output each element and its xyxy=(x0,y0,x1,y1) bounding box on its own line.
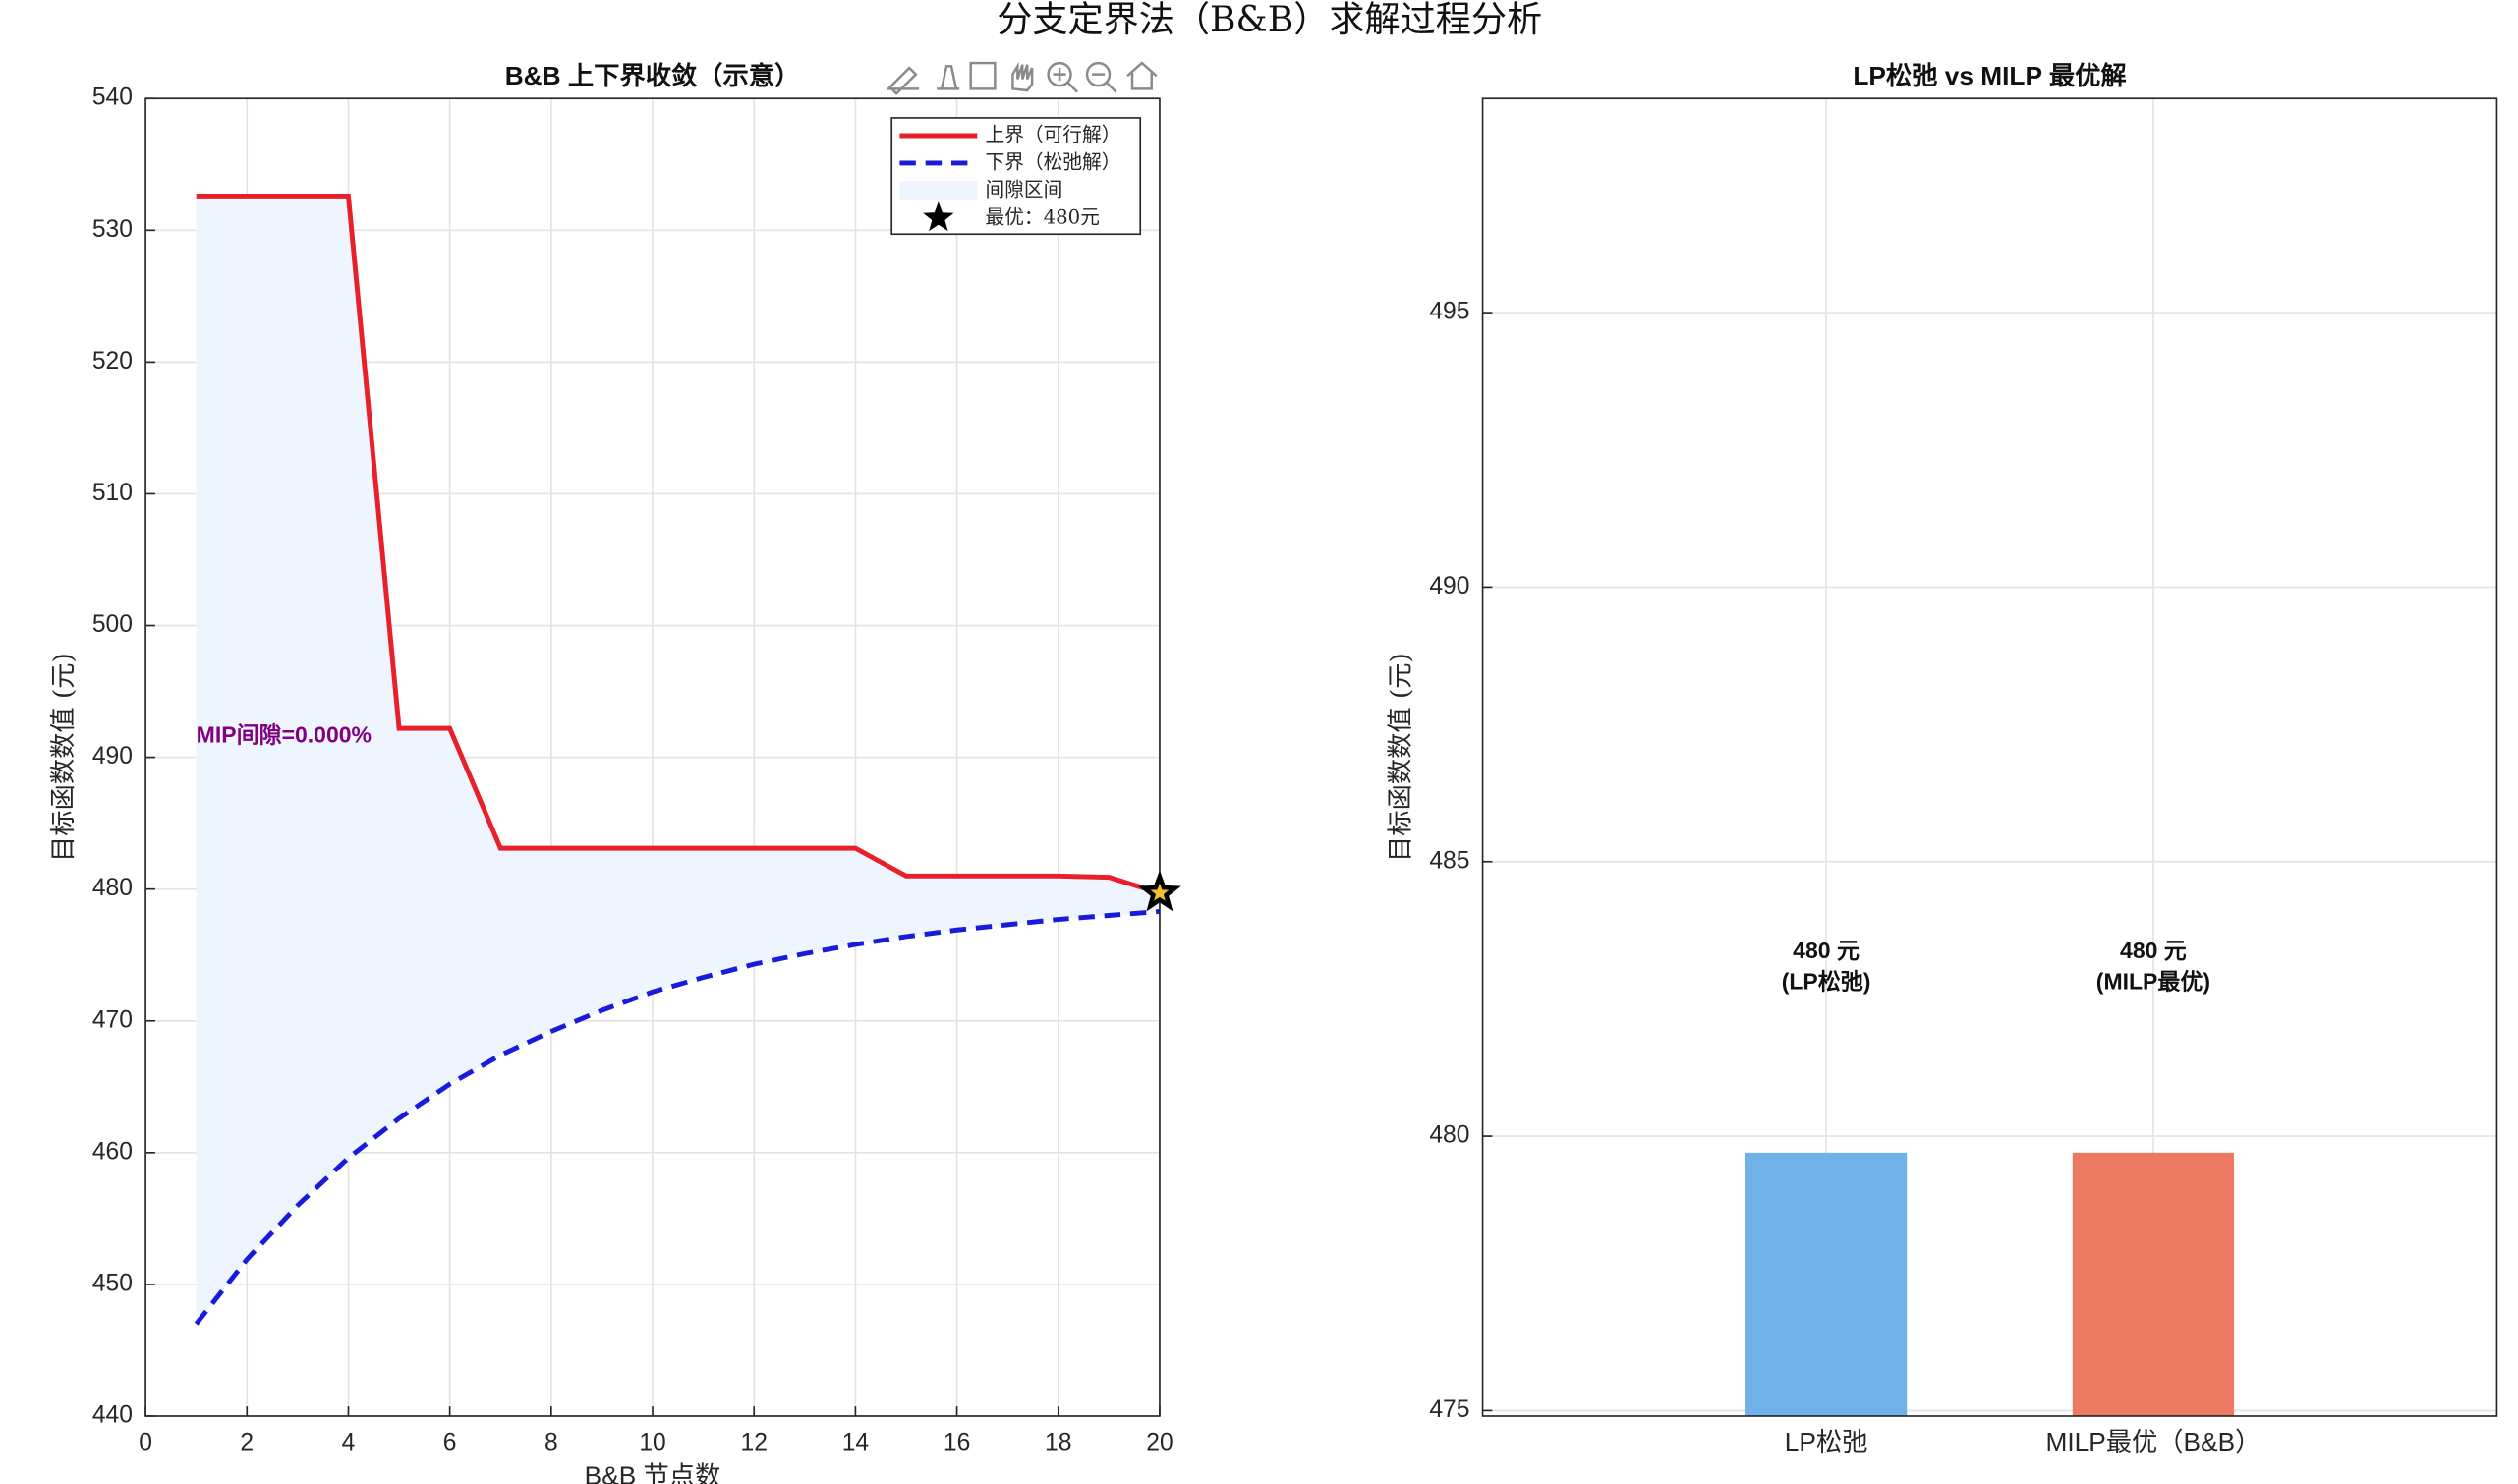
x-tick-label: 16 xyxy=(944,1429,970,1455)
series-line xyxy=(196,193,1161,896)
toolbar-icon[interactable] xyxy=(937,65,960,90)
x-tick-label: 8 xyxy=(544,1429,558,1455)
value-label: 480 元 xyxy=(2120,938,2187,963)
y-tick-label: 530 xyxy=(92,216,133,243)
x-tick-label: MILP最优（B&B） xyxy=(2045,1427,2260,1456)
legend-label: 下界（松弛解） xyxy=(985,150,1120,173)
axes-frame xyxy=(144,97,1161,1417)
bar xyxy=(1745,1152,1908,1416)
chart-title: LP松弛 vs MILP 最优解 xyxy=(1853,61,2126,90)
x-axis-label: B&B 节点数 xyxy=(585,1460,721,1484)
x-tick-label: 2 xyxy=(240,1429,254,1455)
plot-area xyxy=(1482,98,2497,1416)
y-tick-label: 510 xyxy=(92,480,133,506)
x-tick-label: 14 xyxy=(842,1429,869,1455)
y-tick-label: 490 xyxy=(92,743,133,770)
y-tick-label: 440 xyxy=(92,1402,133,1429)
x-tick-label: 12 xyxy=(741,1429,768,1455)
legend-swatch xyxy=(899,181,978,200)
gap-area xyxy=(196,196,1160,1325)
y-tick-label: 480 xyxy=(92,875,133,901)
x-tick-label: 10 xyxy=(639,1429,665,1455)
chart-title: B&B 上下界收敛（示意） xyxy=(505,61,801,90)
series-line xyxy=(194,909,1161,1326)
legend-label: 间隙区间 xyxy=(985,178,1062,200)
y-tick-label: 475 xyxy=(1429,1397,1469,1423)
toolbar-icon[interactable] xyxy=(969,61,997,90)
y-tick-label: 485 xyxy=(1429,847,1469,874)
y-tick-label: 480 xyxy=(1429,1122,1469,1149)
y-tick-label: 495 xyxy=(1429,299,1469,325)
y-tick-label: 450 xyxy=(92,1270,133,1296)
optimum-marker-core xyxy=(1150,883,1170,901)
legend-swatch xyxy=(923,201,954,232)
toolbar-icon[interactable] xyxy=(1011,61,1034,92)
annotation: MIP间隙=0.000% xyxy=(197,721,372,747)
toolbar-icon[interactable] xyxy=(1085,61,1112,87)
figure-title: 分支定界法（B&B）求解过程分析 xyxy=(997,0,1542,40)
x-tick-label: 0 xyxy=(139,1429,152,1455)
y-tick-label: 470 xyxy=(92,1006,133,1033)
x-tick-label: 18 xyxy=(1045,1429,1071,1455)
x-tick-label: 6 xyxy=(443,1429,457,1455)
value-label: 480 元 xyxy=(1793,938,1860,963)
y-tick-label: 500 xyxy=(92,611,133,638)
y-tick-label: 460 xyxy=(92,1138,133,1165)
x-tick-label: 4 xyxy=(342,1429,356,1455)
toolbar-icon[interactable] xyxy=(887,66,920,96)
y-tick-label: 490 xyxy=(1429,573,1469,599)
x-tick-label: LP松弛 xyxy=(1785,1427,1868,1456)
y-tick-label: 540 xyxy=(92,85,133,111)
axes-frame xyxy=(1481,97,2498,1417)
toolbar-icon[interactable] xyxy=(1126,61,1158,90)
y-tick-label: 520 xyxy=(92,348,133,374)
value-label: (LP松弛) xyxy=(1782,968,1871,994)
legend-label: 上界（可行解） xyxy=(985,124,1120,146)
toolbar-icon[interactable] xyxy=(1047,61,1072,87)
y-axis-label: 目标函数数值 (元) xyxy=(1386,653,1415,862)
value-label: (MILP最优) xyxy=(2096,968,2210,994)
x-tick-label: 20 xyxy=(1146,1429,1173,1455)
y-axis-label: 目标函数数值 (元) xyxy=(49,653,79,862)
legend-label: 最优：480元 xyxy=(985,205,1099,228)
toolbar xyxy=(887,61,1158,96)
bar xyxy=(2072,1152,2235,1416)
